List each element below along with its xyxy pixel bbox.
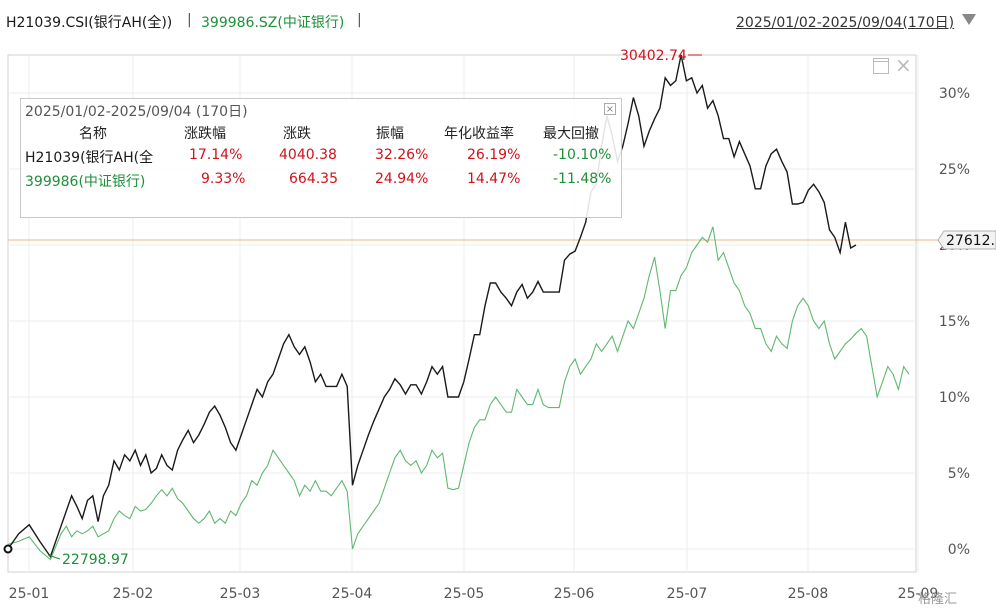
stats-panel-title: 2025/01/02-2025/09/04 (170日) bbox=[25, 104, 248, 120]
max-value-label: 30402.74 bbox=[620, 48, 687, 64]
row2-annualized: 14.47% bbox=[467, 171, 521, 187]
col-header-name: 名称 bbox=[79, 126, 107, 142]
y-axis-tick-labels: 0%5%10%15%20%25%30% bbox=[939, 86, 970, 558]
row1-change: 4040.38 bbox=[279, 147, 337, 163]
x-tick-label: 25-05 bbox=[444, 586, 485, 602]
chart-header: H21039.CSI(银行AH(全)) | 399986.SZ(中证银行) | … bbox=[0, 0, 996, 44]
row1-annualized: 26.19% bbox=[467, 147, 521, 163]
legend-separator: | bbox=[187, 12, 192, 28]
y-tick-label: 25% bbox=[939, 162, 970, 178]
col-header-change: 涨跌 bbox=[283, 126, 311, 142]
x-tick-label: 25-08 bbox=[788, 586, 829, 602]
col-header-annualized: 年化收益率 bbox=[444, 126, 514, 142]
row2-max-drawdown: -11.48% bbox=[553, 171, 612, 187]
x-tick-label: 25-01 bbox=[9, 586, 50, 602]
col-header-pct-change: 涨跌幅 bbox=[184, 126, 226, 142]
chart-annotations: 30402.74 22798.97 27612. bbox=[3, 48, 996, 568]
series1-line[interactable] bbox=[7, 54, 857, 559]
row2-name: 399986(中证银行) bbox=[25, 174, 146, 190]
series2-legend-label[interactable]: 399986.SZ(中证银行) bbox=[201, 15, 345, 31]
y-tick-label: 0% bbox=[948, 542, 970, 558]
x-tick-label: 25-06 bbox=[554, 586, 595, 602]
row2-pct-change: 9.33% bbox=[201, 171, 246, 187]
watermark-logo: 格隆汇 bbox=[918, 592, 958, 607]
series-lines bbox=[7, 54, 910, 561]
x-tick-label: 25-02 bbox=[113, 586, 154, 602]
y-tick-label: 30% bbox=[939, 86, 970, 102]
row1-pct-change: 17.14% bbox=[189, 147, 243, 163]
date-range-selector[interactable]: 2025/01/02-2025/09/04(170日) bbox=[736, 15, 955, 31]
col-header-max-drawdown: 最大回撤 bbox=[543, 126, 599, 142]
row2-amplitude: 24.94% bbox=[375, 171, 429, 187]
start-point-marker bbox=[3, 544, 13, 554]
col-header-amplitude: 振幅 bbox=[376, 126, 404, 142]
min-value-leader bbox=[47, 554, 61, 560]
plot-area bbox=[7, 54, 917, 573]
last-value-tag bbox=[937, 230, 996, 250]
window-controls: × bbox=[873, 53, 915, 78]
x-tick-label: 25-03 bbox=[220, 586, 261, 602]
row1-max-drawdown: -10.10% bbox=[553, 147, 612, 163]
legend-separator-2: | bbox=[357, 12, 362, 28]
x-tick-label: 25-04 bbox=[332, 586, 373, 602]
last-value-label: 27612. bbox=[946, 233, 995, 249]
y-tick-label: 10% bbox=[939, 390, 970, 406]
y-tick-label: 5% bbox=[948, 466, 970, 482]
close-icon[interactable]: × bbox=[895, 53, 912, 77]
x-tick-label: 25-09 bbox=[898, 586, 939, 602]
close-icon[interactable]: × bbox=[604, 103, 616, 115]
row1-name: H21039(银行AH(全 bbox=[25, 150, 154, 166]
maximize-icon[interactable] bbox=[873, 58, 889, 74]
series2-line[interactable] bbox=[7, 226, 910, 561]
series1-legend-label[interactable]: H21039.CSI(银行AH(全)) bbox=[6, 15, 173, 31]
min-value-label: 22798.97 bbox=[62, 552, 129, 568]
row1-amplitude: 32.26% bbox=[375, 147, 429, 163]
row2-change: 664.35 bbox=[289, 171, 338, 187]
x-tick-label: 25-07 bbox=[667, 586, 708, 602]
x-axis-tick-labels: 25-01 25-02 25-03 25-04 25-05 25-06 25-07 25-08… bbox=[9, 586, 939, 602]
caret-down-icon[interactable] bbox=[962, 14, 976, 25]
y-tick-label: 15% bbox=[939, 314, 970, 330]
stats-panel: 2025/01/02-2025/09/04 (170日) × 名称 涨跌幅 涨跌… bbox=[20, 98, 622, 218]
